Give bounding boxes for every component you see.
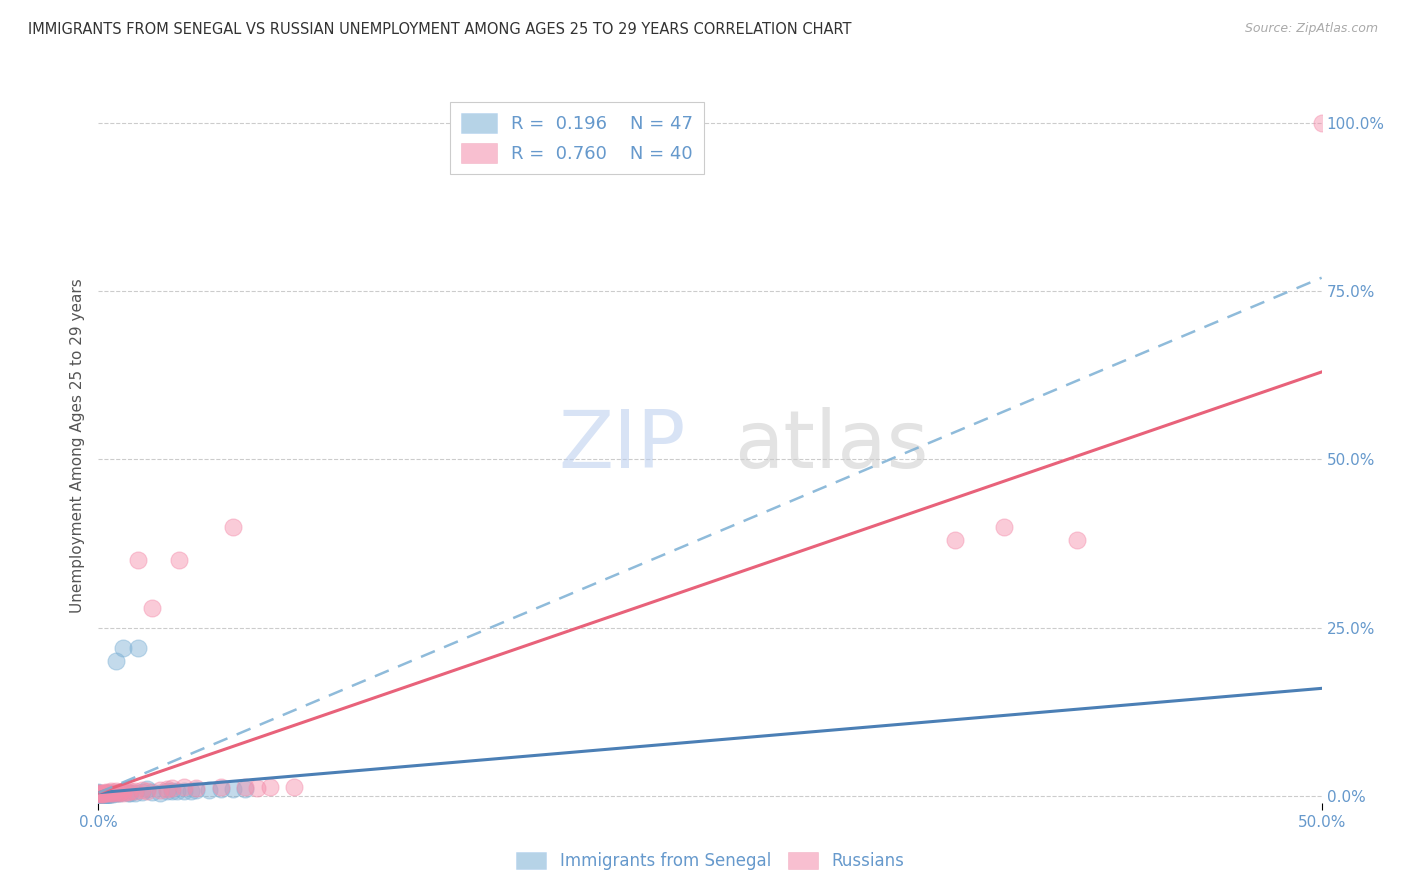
Point [107,786,129,800]
Point [120,783,142,797]
Point [94,786,117,800]
Point [124,786,146,800]
Point [87,787,110,801]
Point [87,786,110,800]
Point [186,783,208,797]
Point [100,786,122,800]
Point [141,785,163,799]
Point [233,780,256,794]
Point [91,787,114,801]
Y-axis label: Unemployment Among Ages 25 to 29 years: Unemployment Among Ages 25 to 29 years [70,278,86,614]
Point [87,787,110,801]
Point [91,787,114,801]
Point [127,640,149,655]
Point [246,780,269,795]
Point [97,788,120,802]
Point [101,786,124,800]
Point [136,783,159,797]
Point [110,785,132,799]
Point [111,783,134,797]
Point [94,788,117,802]
Point [107,786,129,800]
Point [87,786,110,800]
Point [100,784,122,798]
Point [222,520,245,534]
Point [156,782,179,797]
Point [993,520,1015,534]
Point [94,789,117,803]
Point [90,789,112,803]
Point [209,782,232,797]
Point [90,786,112,800]
Point [110,786,132,800]
Point [173,783,195,797]
Point [94,786,117,800]
Point [943,533,966,548]
Text: Source: ZipAtlas.com: Source: ZipAtlas.com [1244,22,1378,36]
Point [90,787,112,801]
Point [124,783,146,797]
Point [87,786,110,800]
Point [186,780,208,795]
Text: IMMIGRANTS FROM SENEGAL VS RUSSIAN UNEMPLOYMENT AMONG AGES 25 TO 29 YEARS CORREL: IMMIGRANTS FROM SENEGAL VS RUSSIAN UNEMP… [28,22,852,37]
Point [87,788,110,802]
Point [111,640,134,655]
Point [87,789,110,803]
Point [167,553,190,567]
Point [222,782,245,797]
Point [101,787,124,801]
Point [259,780,281,795]
Point [149,786,172,800]
Point [90,788,112,802]
Point [283,780,305,794]
Legend: Immigrants from Senegal, Russians: Immigrants from Senegal, Russians [509,845,911,877]
Point [87,789,110,803]
Point [233,782,256,797]
Point [160,784,183,798]
Point [156,784,179,798]
Point [180,783,202,797]
Point [166,783,188,797]
Point [197,783,219,797]
Point [100,786,122,800]
Text: ZIP: ZIP [558,407,686,485]
Point [91,786,114,800]
Point [1310,116,1333,130]
Point [127,553,149,567]
Point [87,787,110,801]
Point [87,789,110,803]
Point [117,785,139,799]
Point [141,600,163,615]
Point [97,786,120,800]
Point [110,785,132,799]
Point [104,786,127,800]
Point [160,780,183,795]
Text: atlas: atlas [734,407,929,485]
Point [87,785,110,799]
Point [111,786,134,800]
Point [94,785,117,799]
Point [1066,533,1088,548]
Point [149,783,172,797]
Point [131,785,153,799]
Point [97,786,120,800]
Point [136,782,159,797]
Point [91,789,114,803]
Point [131,783,153,797]
Point [120,786,142,800]
Point [209,780,232,794]
Point [104,655,127,669]
Point [91,789,114,803]
Point [117,786,139,800]
Point [100,787,122,801]
Point [87,789,110,803]
Point [173,780,195,794]
Point [104,784,127,798]
